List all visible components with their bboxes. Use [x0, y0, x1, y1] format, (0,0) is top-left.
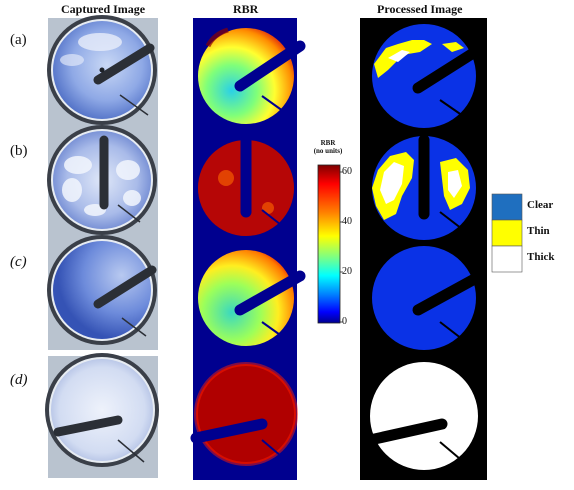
rbr-image-b [198, 134, 294, 236]
processed-image-header: Processed Image [377, 2, 463, 16]
processed-image-c [372, 246, 486, 350]
captured-image-header: Captured Image [61, 2, 146, 16]
class-legend [491, 193, 523, 273]
legend-label-clear: Clear [527, 199, 554, 211]
colorbar-tick-60: 60 [342, 166, 352, 177]
processed-image-d [364, 362, 478, 470]
row-label-b: (b) [10, 143, 28, 159]
colorbar-tick-0: 0 [342, 316, 347, 327]
legend-label-thin: Thin [527, 225, 550, 237]
rbr-image-a [198, 27, 306, 124]
colorbar-tick-40: 40 [342, 216, 352, 227]
legend-swatch-thick [491, 245, 523, 273]
row-label-c: (c) [10, 254, 27, 270]
colorbar-title-line1: RBR [320, 139, 336, 147]
captured-image-a [47, 15, 158, 130]
captured-image-b [47, 125, 158, 240]
processed-image-a [372, 24, 484, 128]
colorbar-tick-20: 20 [342, 266, 352, 277]
rbr-header: RBR [233, 2, 259, 16]
row-label-d: (d) [10, 372, 28, 388]
rbr-image-c [198, 250, 306, 346]
colorbar-title-line2: (no units) [313, 147, 343, 155]
legend-swatch-clear [491, 193, 523, 221]
captured-image-d [45, 353, 159, 478]
legend-swatch-thin [491, 219, 523, 247]
row-label-a: (a) [10, 32, 27, 48]
rbr-image-d [190, 362, 298, 466]
processed-image-b [372, 134, 476, 240]
captured-image-c [47, 235, 158, 350]
colorbar-title: RBR (no units) [308, 139, 348, 155]
rbr-colorbar [317, 164, 343, 324]
legend-label-thick: Thick [527, 251, 555, 263]
